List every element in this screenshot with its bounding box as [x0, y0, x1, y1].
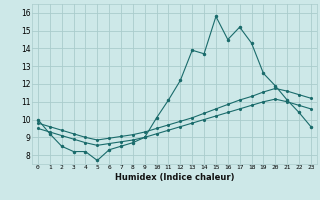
X-axis label: Humidex (Indice chaleur): Humidex (Indice chaleur) — [115, 173, 234, 182]
